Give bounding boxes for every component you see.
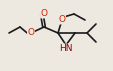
- Text: O: O: [27, 28, 34, 37]
- Text: HN: HN: [59, 44, 72, 53]
- Text: O: O: [40, 9, 47, 18]
- Text: O: O: [58, 15, 65, 24]
